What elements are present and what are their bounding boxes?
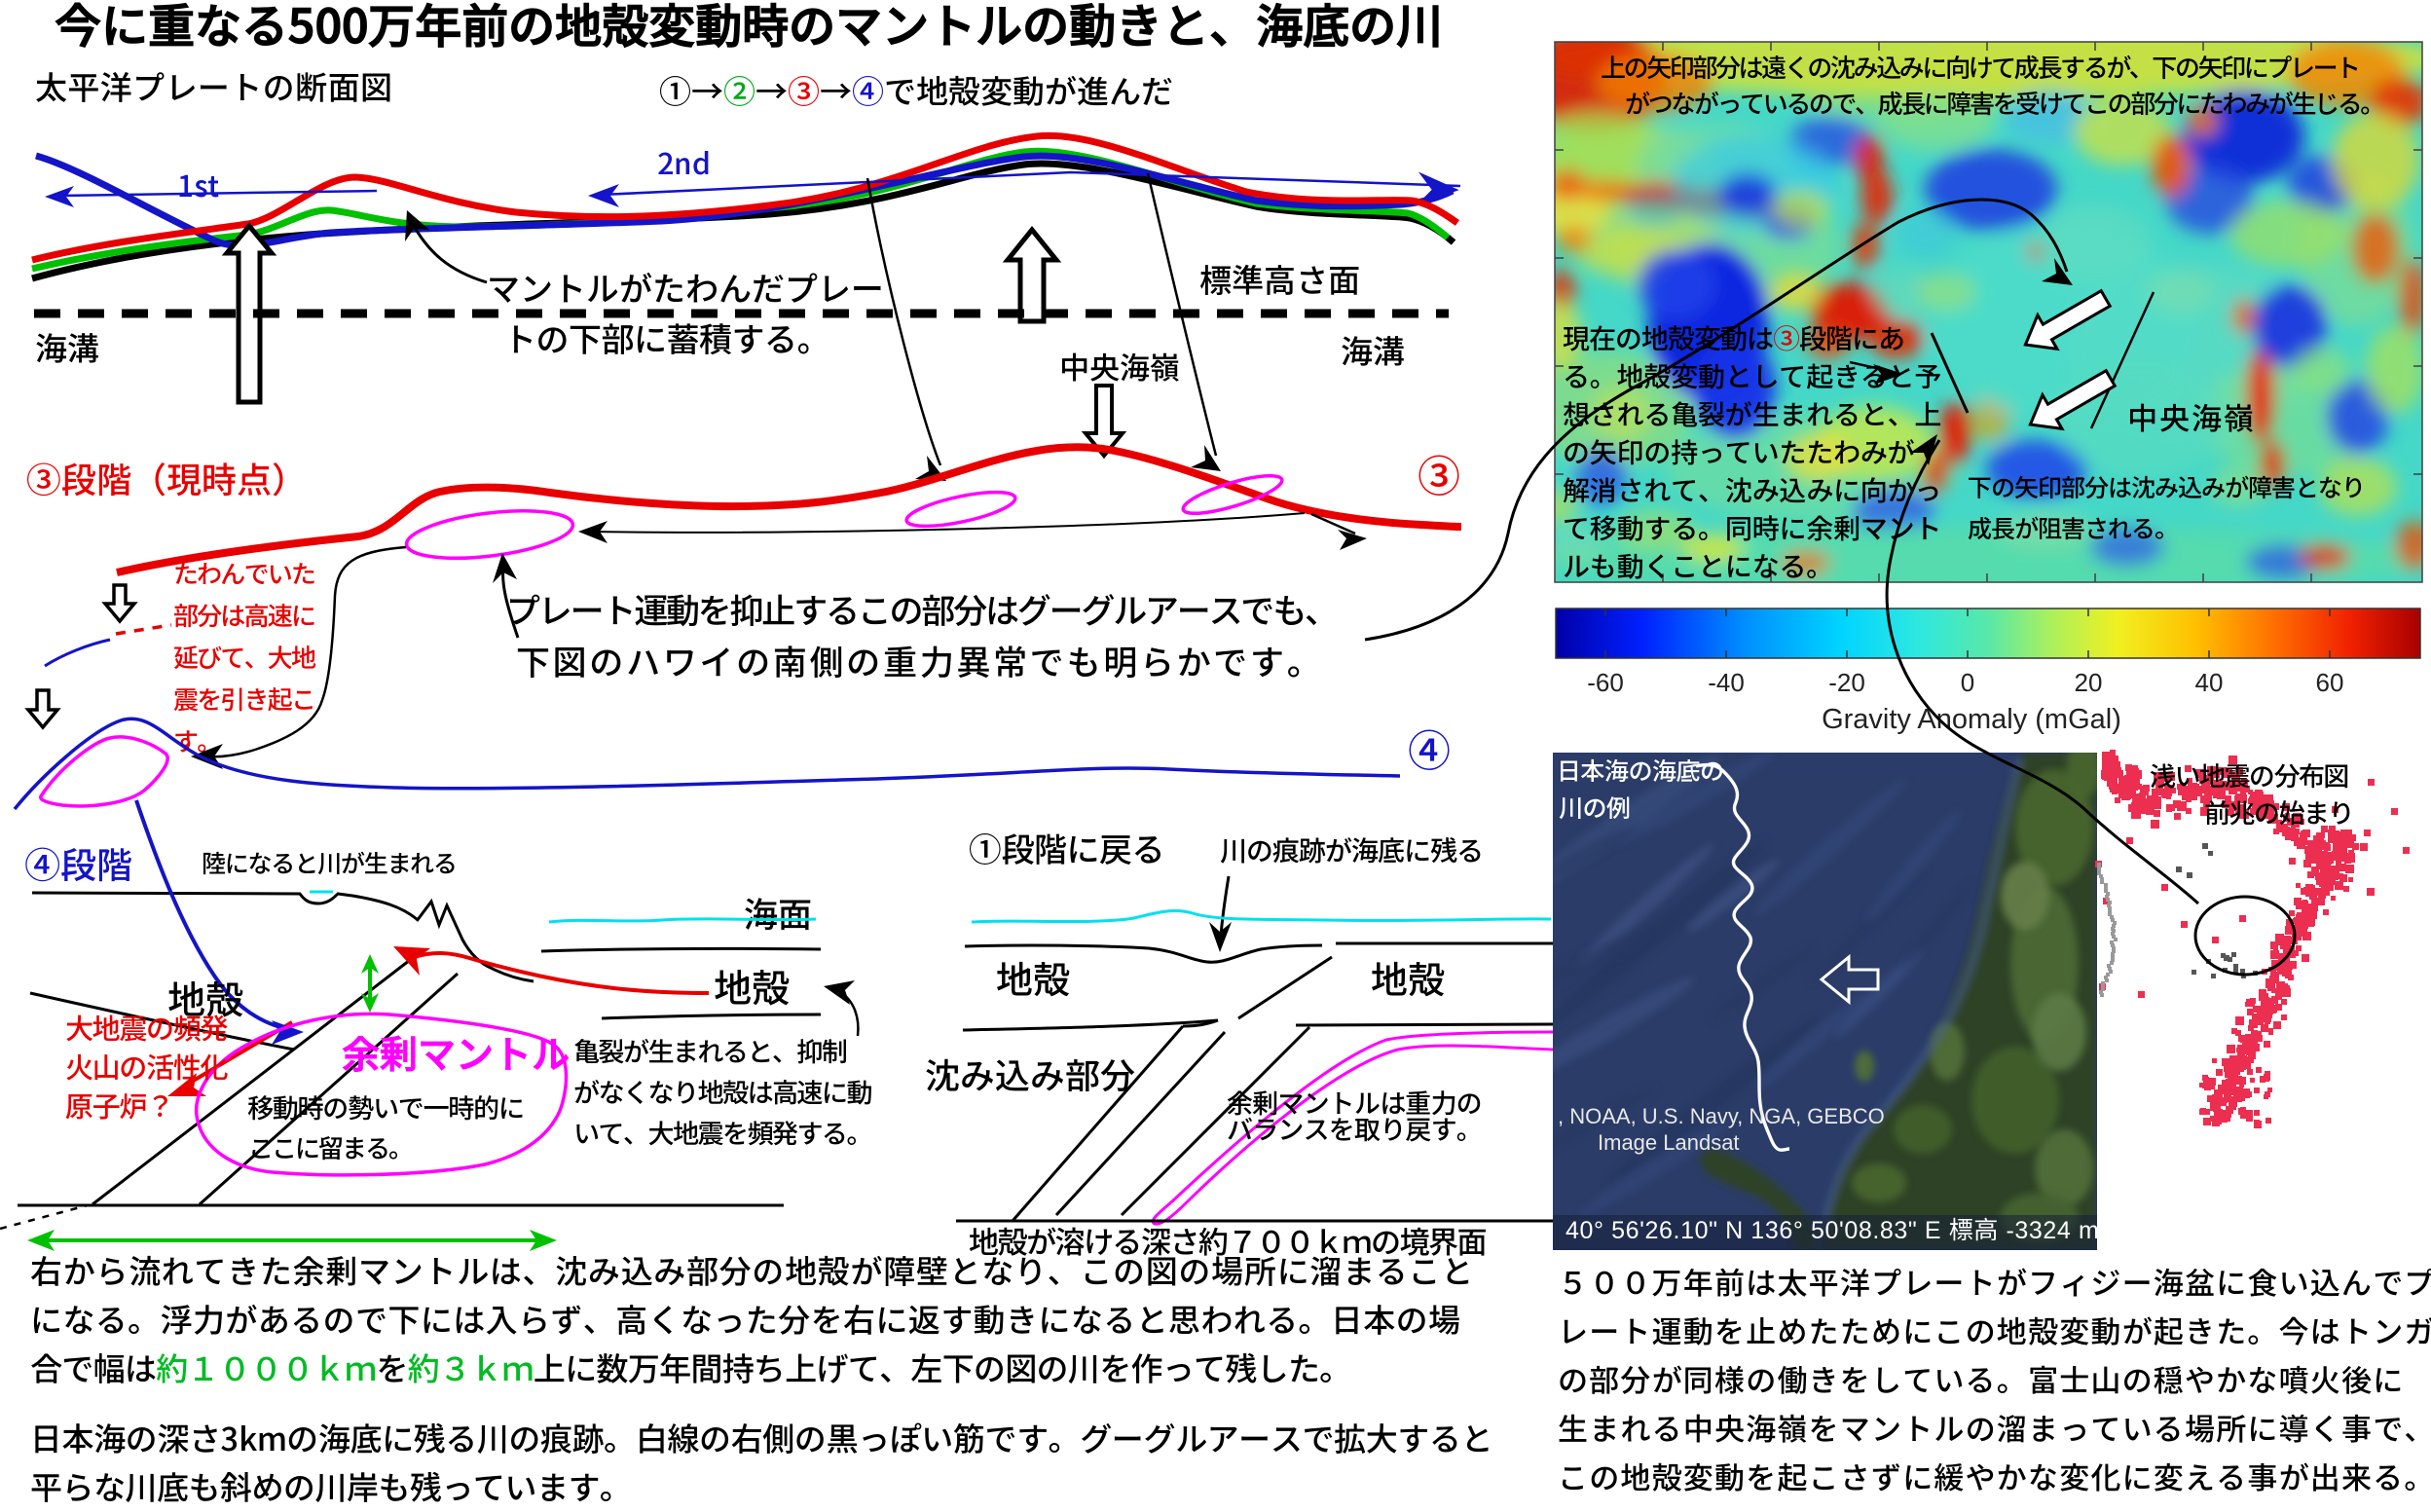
svg-text:この地殻変動を起こさずに緩やかな変化に変える事が出来る。: この地殻変動を起こさずに緩やかな変化に変える事が出来る。	[1558, 1454, 2431, 1497]
svg-text:前兆の始まり: 前兆の始まり	[2204, 793, 2353, 830]
svg-text:５００万年前は太平洋プレートがフィジー海盆に食い込んでプ: ５００万年前は太平洋プレートがフィジー海盆に食い込んでプ	[1558, 1259, 2431, 1303]
svg-text:川の例: 川の例	[1559, 790, 1631, 825]
svg-text:標準高さ面: 標準高さ面	[1199, 255, 1360, 302]
svg-text:たわんでいた: たわんでいた	[173, 555, 314, 591]
svg-text:平らな川底も斜めの川岸も残っています。: 平らな川底も斜めの川岸も残っています。	[30, 1462, 632, 1507]
svg-text:て移動する。同時に余剰マント: て移動する。同時に余剰マント	[1563, 508, 1941, 547]
svg-text:余剰マントルは重力の: 余剰マントルは重力の	[1227, 1083, 1482, 1121]
svg-text:地殻が溶ける深さ約７００ｋｍの境界面: 地殻が溶ける深さ約７００ｋｍの境界面	[969, 1218, 1486, 1262]
svg-text:40° 56'26.10" N 136° 50'08.8: 40° 56'26.10" N 136° 50'08.83" E 標高 -332…	[1565, 1217, 2099, 1244]
svg-text:2nd: 2nd	[657, 140, 711, 183]
svg-text:成長が阻害される。: 成長が阻害される。	[1968, 510, 2178, 545]
svg-text:がつながっているので、成長に障害を受けてこの部分にたわみが生: がつながっているので、成長に障害を受けてこの部分にたわみが生じる。	[1625, 85, 2383, 121]
svg-text:地殻: 地殻	[714, 959, 790, 1014]
svg-text:プレート運動を抑止するこの部分はグーグルアースでも、: プレート運動を抑止するこの部分はグーグルアースでも、	[506, 584, 1337, 634]
svg-text:, NOAA, U.S. Navy, NGA, GEBCO: , NOAA, U.S. Navy, NGA, GEBCO	[1558, 1104, 1885, 1128]
svg-text:④: ④	[1408, 717, 1451, 779]
svg-text:川の痕跡が海底に残る: 川の痕跡が海底に残る	[1220, 830, 1483, 869]
svg-text:ルも動くことになる。: ルも動くことになる。	[1563, 546, 1833, 585]
svg-text:日本海の深さ3kmの海底に残る川の痕跡。白線の右側の黒っぽい: 日本海の深さ3kmの海底に残る川の痕跡。白線の右側の黒っぽい筋です。グーグルアー…	[30, 1414, 1492, 1460]
svg-text:マントルがたわんだプレー: マントルがたわんだプレー	[487, 263, 884, 311]
svg-text:太平洋プレートの断面図: 太平洋プレートの断面図	[35, 62, 392, 109]
svg-text:移動時の勢いで一時的に: 移動時の勢いで一時的に	[247, 1088, 524, 1125]
svg-text:いて、大地震を頻発する。: いて、大地震を頻発する。	[573, 1113, 871, 1151]
svg-text:20: 20	[2075, 668, 2103, 697]
svg-text:地殻: 地殻	[996, 950, 1070, 1004]
svg-text:大地震の頻発: 大地震の頻発	[65, 1007, 228, 1048]
svg-text:右から流れてきた余剰マントルは、沈み込み部分の地殻が障壁とな: 右から流れてきた余剰マントルは、沈み込み部分の地殻が障壁となり、この図の場所に溜…	[30, 1246, 1474, 1293]
svg-text:レート運動を止めたためにこの地殻変動が起きた。今はトンガ: レート運動を止めたためにこの地殻変動が起きた。今はトンガ	[1558, 1308, 2431, 1351]
svg-text:現在の地殻変動は③段階にあ: 現在の地殻変動は③段階にあ	[1563, 318, 1904, 357]
svg-text:-40: -40	[1708, 668, 1745, 697]
svg-text:③: ③	[1418, 442, 1460, 504]
svg-text:部分は高速に: 部分は高速に	[173, 597, 314, 633]
svg-text:陸になると川が生まれる: 陸になると川が生まれる	[202, 845, 457, 880]
svg-text:上の矢印部分は遠くの沈み込みに向けて成長するが、下の矢印にプ: 上の矢印部分は遠くの沈み込みに向けて成長するが、下の矢印にプレート	[1601, 49, 2359, 85]
svg-text:①段階に戻る: ①段階に戻る	[969, 824, 1164, 871]
svg-text:る。地殻変動として起きると予: る。地殻変動として起きると予	[1563, 356, 1941, 395]
svg-text:亀裂が生まれると、抑制: 亀裂が生まれると、抑制	[573, 1031, 847, 1069]
svg-text:原子炉？: 原子炉？	[65, 1085, 173, 1125]
svg-text:中央海嶺: 中央海嶺	[1059, 344, 1180, 387]
svg-text:沈み込み部分: 沈み込み部分	[925, 1049, 1135, 1099]
svg-text:海面: 海面	[744, 888, 812, 938]
svg-text:解消されて、沈み込みに向かっ: 解消されて、沈み込みに向かっ	[1563, 470, 1941, 509]
svg-text:震を引き起こ: 震を引き起こ	[173, 681, 314, 717]
svg-text:今に重なる500万年前の地殻変動時のマントルの動きと、海底の: 今に重なる500万年前の地殻変動時のマントルの動きと、海底の川	[55, 0, 1443, 56]
svg-text:下の矢印部分は沈み込みが障害となり: 下の矢印部分は沈み込みが障害となり	[1968, 469, 2365, 504]
svg-text:Gravity Anomaly (mGal): Gravity Anomaly (mGal)	[1822, 704, 2121, 735]
svg-text:日本海の海底の: 日本海の海底の	[1557, 753, 1724, 788]
svg-text:余剰マントル: 余剰マントル	[342, 1025, 570, 1080]
svg-text:ここに留まる。: ここに留まる。	[248, 1129, 412, 1165]
svg-text:海溝: 海溝	[35, 323, 99, 370]
svg-text:1st: 1st	[177, 163, 219, 205]
svg-text:生まれる中央海嶺をマントルの溜まっている場所に導く事で、: 生まれる中央海嶺をマントルの溜まっている場所に導く事で、	[1558, 1405, 2431, 1449]
svg-text:トの下部に蓄積する。: トの下部に蓄積する。	[503, 313, 829, 361]
svg-text:中央海嶺: 中央海嶺	[2127, 394, 2256, 438]
svg-text:①→②→③→④で地殻変動が進んだ: ①→②→③→④で地殻変動が進んだ	[659, 66, 1173, 113]
svg-text:0: 0	[1961, 668, 1974, 697]
svg-text:浅い地震の分布図: 浅い地震の分布図	[2150, 756, 2348, 793]
svg-text:バランスを取り戻す。: バランスを取り戻す。	[1227, 1109, 1482, 1147]
svg-text:の矢印の持っていたたわみが: の矢印の持っていたたわみが	[1563, 432, 1915, 471]
svg-text:の部分が同様の働きをしている。富士山の穏やかな噴火後に: の部分が同様の働きをしている。富士山の穏やかな噴火後に	[1558, 1356, 2404, 1400]
svg-text:③段階（現時点）: ③段階（現時点）	[26, 453, 307, 503]
svg-text:Image Landsat: Image Landsat	[1598, 1130, 1740, 1155]
svg-text:合で幅は約１０００ｋｍを約３ｋｍ上に数万年間持ち上げて、左下: 合で幅は約１０００ｋｍを約３ｋｍ上に数万年間持ち上げて、左下の図の川を作って残し…	[30, 1344, 1351, 1390]
svg-text:地殻: 地殻	[1371, 950, 1445, 1004]
svg-text:下図のハワイの南側の重力異常でも明らかです。: 下図のハワイの南側の重力異常でも明らかです。	[516, 636, 1323, 685]
svg-text:60: 60	[2316, 668, 2344, 697]
svg-text:④段階: ④段階	[24, 836, 132, 889]
svg-text:地殻: 地殻	[167, 971, 243, 1025]
svg-text:がなくなり地殻は高速に動: がなくなり地殻は高速に動	[573, 1072, 871, 1110]
svg-text:40: 40	[2195, 668, 2224, 697]
svg-text:想される亀裂が生まれると、上: 想される亀裂が生まれると、上	[1563, 394, 1941, 433]
svg-text:延びて、大地: 延びて、大地	[173, 639, 315, 675]
svg-text:-20: -20	[1828, 668, 1865, 697]
svg-text:海溝: 海溝	[1341, 326, 1405, 373]
svg-text:火山の活性化: 火山の活性化	[65, 1046, 229, 1087]
svg-text:-60: -60	[1587, 668, 1624, 697]
svg-text:になる。浮力があるので下には入らず、高くなった分を右に返す動: になる。浮力があるので下には入らず、高くなった分を右に返す動きになると思われる。…	[30, 1295, 1461, 1342]
